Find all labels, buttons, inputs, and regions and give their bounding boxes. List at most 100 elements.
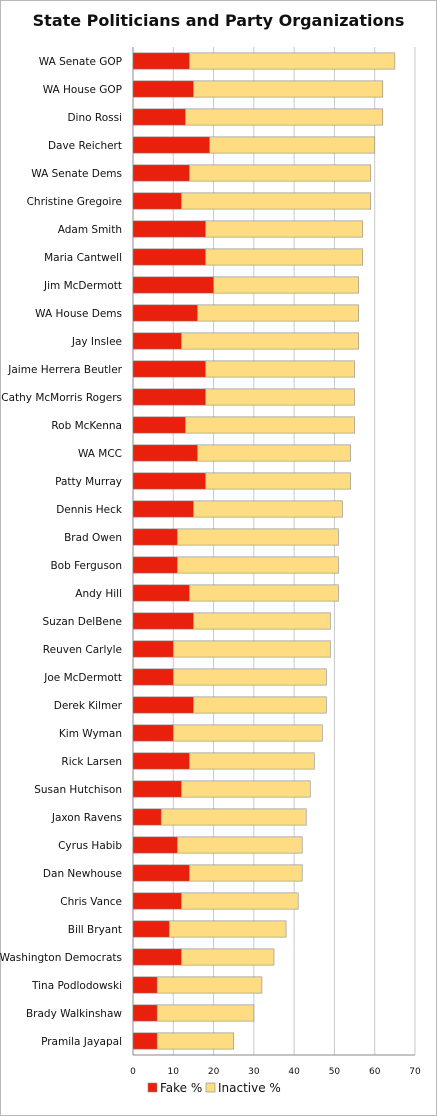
- bar-inactive: [213, 276, 359, 294]
- bar-fake: [132, 1004, 158, 1022]
- category-label: Brady Walkinshaw: [26, 1008, 122, 1020]
- category-label: Kim Wyman: [59, 728, 122, 740]
- bar-fake: [132, 304, 198, 322]
- bar-inactive: [205, 388, 355, 406]
- category-label: Adam Smith: [58, 224, 122, 236]
- bar-fake: [132, 640, 174, 658]
- bar-fake: [132, 612, 194, 630]
- category-label: Rob McKenna: [51, 420, 122, 432]
- category-label: Jaime Herrera Beutler: [7, 364, 122, 376]
- bar-fake: [132, 416, 186, 434]
- category-label: Pramila Jayapal: [41, 1036, 122, 1048]
- category-label: Chris Vance: [60, 896, 122, 908]
- category-label: Tina Podlodowski: [31, 980, 122, 992]
- bar-inactive: [185, 416, 355, 434]
- x-tick-label: 10: [168, 1067, 180, 1077]
- bar-inactive: [181, 192, 371, 210]
- bar-fake: [132, 528, 178, 546]
- bar-fake: [132, 52, 190, 70]
- bar-fake: [132, 780, 182, 798]
- bar-fake: [132, 80, 194, 98]
- bar-fake: [132, 808, 162, 826]
- bar-fake: [132, 948, 182, 966]
- bar-fake: [132, 500, 194, 518]
- category-label: Dino Rossi: [67, 112, 122, 124]
- bar-inactive: [209, 136, 376, 154]
- legend-label: Inactive %: [218, 1081, 281, 1095]
- legend-swatch: [147, 1082, 158, 1093]
- bar-inactive: [172, 724, 323, 742]
- category-label: Jaxon Ravens: [51, 812, 122, 824]
- bar-inactive: [181, 780, 311, 798]
- bar-inactive: [156, 1004, 255, 1022]
- bar-fake: [132, 696, 194, 714]
- bar-inactive: [205, 248, 363, 266]
- bar-inactive: [172, 668, 327, 686]
- bar-fake: [132, 724, 174, 742]
- bar-inactive: [177, 836, 303, 854]
- category-label: Dave Reichert: [48, 140, 122, 152]
- category-label: Joe McDermott: [43, 672, 122, 684]
- bar-fake: [132, 1032, 158, 1050]
- category-label: Brad Owen: [64, 532, 122, 544]
- x-tick-label: 60: [369, 1067, 381, 1077]
- bar-inactive: [160, 808, 307, 826]
- bar-fake: [132, 920, 170, 938]
- bar-fake: [132, 276, 214, 294]
- bar-fake: [132, 584, 190, 602]
- bar-inactive: [177, 556, 339, 574]
- bar-inactive: [193, 80, 384, 98]
- category-label: Washington Democrats: [0, 952, 122, 964]
- bar-fake: [132, 668, 174, 686]
- bar-inactive: [205, 220, 363, 238]
- bar-fake: [132, 472, 206, 490]
- category-label: WA Senate Dems: [31, 168, 122, 180]
- bar-inactive: [156, 976, 263, 994]
- bar-inactive: [156, 1032, 235, 1050]
- bar-inactive: [181, 948, 275, 966]
- category-label: Patty Murray: [55, 476, 122, 488]
- bar-fake: [132, 444, 198, 462]
- bar-inactive: [205, 360, 355, 378]
- category-label: Reuven Carlyle: [43, 644, 122, 656]
- x-tick-label: 20: [208, 1067, 220, 1077]
- category-label: Dan Newhouse: [43, 868, 122, 880]
- category-label: Maria Cantwell: [44, 252, 122, 264]
- category-label: Bob Ferguson: [50, 560, 122, 572]
- bar-inactive: [181, 892, 299, 910]
- bar-inactive: [193, 612, 331, 630]
- category-label: Derek Kilmer: [54, 700, 123, 712]
- bar-fake: [132, 192, 182, 210]
- bar-fake: [132, 108, 186, 126]
- legend-swatch: [205, 1082, 216, 1093]
- x-tick-label: 40: [288, 1067, 300, 1077]
- bar-fake: [132, 752, 190, 770]
- category-label: WA Senate GOP: [39, 56, 122, 68]
- x-tick-label: 50: [329, 1067, 341, 1077]
- bar-fake: [132, 556, 178, 574]
- bar-fake: [132, 864, 190, 882]
- bar-fake: [132, 164, 190, 182]
- bar-inactive: [197, 304, 359, 322]
- bar-fake: [132, 976, 158, 994]
- category-label: WA MCC: [78, 448, 122, 460]
- x-tick-label: 70: [409, 1067, 421, 1077]
- category-label: WA House Dems: [35, 308, 122, 320]
- bar-inactive: [172, 640, 331, 658]
- category-label: Suzan DelBene: [43, 616, 123, 628]
- bar-fake: [132, 136, 210, 154]
- bar-inactive: [189, 864, 303, 882]
- bar-inactive: [168, 920, 287, 938]
- category-label: WA House GOP: [43, 84, 122, 96]
- bar-fake: [132, 220, 206, 238]
- bar-inactive: [185, 108, 384, 126]
- bar-inactive: [193, 500, 343, 518]
- x-tick-label: 0: [130, 1067, 136, 1077]
- category-label: Cathy McMorris Rogers: [1, 392, 122, 404]
- bar-inactive: [181, 332, 359, 350]
- bar-fake: [132, 248, 206, 266]
- bar-inactive: [205, 472, 351, 490]
- chart-title: State Politicians and Party Organization…: [32, 11, 405, 30]
- x-tick-label: 30: [248, 1067, 260, 1077]
- category-label: Susan Hutchison: [34, 784, 122, 796]
